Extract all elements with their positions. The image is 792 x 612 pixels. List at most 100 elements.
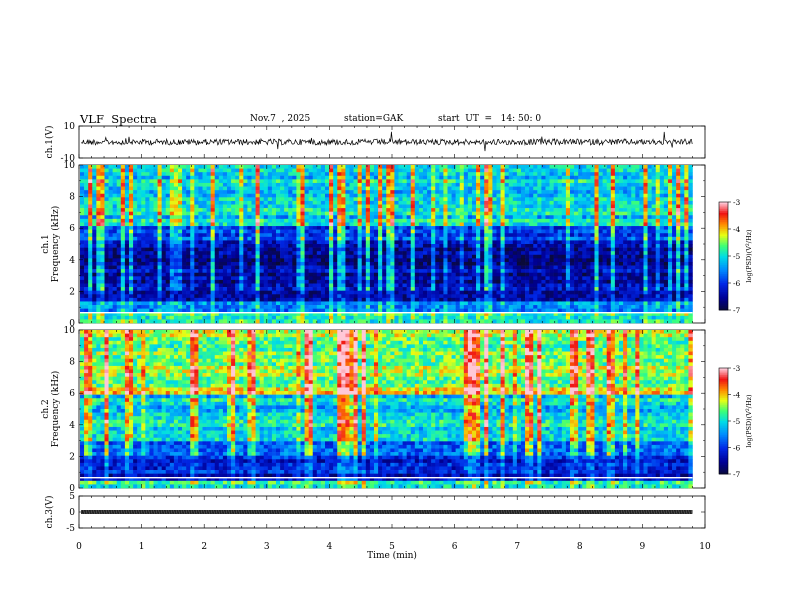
spectrogram-cell <box>410 168 416 173</box>
spectrogram-cell <box>149 301 154 306</box>
spectrogram-cell <box>165 190 171 195</box>
spectrogram-cell <box>398 244 403 248</box>
spectrogram-cell <box>504 182 510 187</box>
spectrogram-cell <box>508 240 514 245</box>
spectrogram-cell <box>271 283 277 288</box>
spectrogram-cell <box>88 175 93 180</box>
spectrogram-cell <box>169 215 175 220</box>
spectrogram-cell <box>149 265 154 270</box>
spectrogram-cell <box>451 315 456 320</box>
spectrogram-cell <box>353 165 358 169</box>
spectrogram-cell <box>333 315 338 320</box>
spectrogram-cell <box>247 251 252 256</box>
spectrogram-cell <box>329 165 334 169</box>
spectrogram-cell <box>447 294 452 299</box>
spectrogram-cell <box>378 208 383 212</box>
spectrogram-cell <box>280 222 285 227</box>
spectrogram-cell <box>227 297 232 302</box>
spectrogram-cell <box>104 269 109 274</box>
spectrogram-cell <box>447 179 452 184</box>
spectrogram-cell <box>173 261 179 266</box>
spectrogram-cell <box>271 200 277 205</box>
spectrogram-cell <box>239 211 244 216</box>
spectrogram-cell <box>410 297 416 302</box>
spectrogram-cell <box>259 236 265 241</box>
spectrogram-cell <box>231 215 236 220</box>
spectrogram-cell <box>451 197 456 202</box>
spectrogram-cell <box>104 204 109 209</box>
spectrogram-cell <box>149 190 154 195</box>
spectrogram-cell <box>267 226 273 230</box>
spectrogram-cell <box>488 182 493 187</box>
spectrogram-cell <box>214 297 220 302</box>
spectrogram-cell <box>345 204 350 209</box>
spectrogram-cell <box>218 211 224 216</box>
spectrogram-cell <box>157 175 162 180</box>
spectrogram-cell <box>418 179 424 184</box>
spectrogram-cell <box>304 251 309 256</box>
spectrogram-cell <box>247 294 252 299</box>
spectrogram-cell <box>394 186 399 191</box>
spectrogram-cell <box>198 287 203 291</box>
spectrogram-cell <box>280 186 285 191</box>
spectrogram-cell <box>373 319 379 324</box>
spectrogram-cell <box>112 272 118 277</box>
spectrogram-cell <box>214 233 220 238</box>
spectrogram-cell <box>218 319 224 324</box>
spectrogram-cell <box>267 279 273 284</box>
spectrogram-cell <box>386 279 391 284</box>
spectrogram-cell <box>471 222 477 227</box>
spectrogram-cell <box>112 315 118 320</box>
spectrogram-cell <box>255 272 260 277</box>
spectrogram-cell <box>235 301 240 306</box>
spectrogram-cell <box>137 240 142 245</box>
spectrogram-cell <box>247 244 252 248</box>
spectrogram-cell <box>288 301 293 306</box>
spectrogram-cell <box>361 168 367 173</box>
spectrogram-cell <box>382 186 387 191</box>
spectrogram-cell <box>410 186 416 191</box>
spectrogram-cell <box>214 312 220 317</box>
spectrogram-cell <box>361 265 367 270</box>
spectrogram-cell <box>84 179 89 184</box>
spectrogram-cell <box>365 168 371 173</box>
spectrogram-cell <box>124 294 130 299</box>
spectrogram-cell <box>476 308 481 313</box>
spectrogram-cell <box>157 226 162 230</box>
spectrogram-cell <box>373 236 379 241</box>
spectrogram-cell <box>133 197 138 202</box>
spectrogram-cell <box>288 226 293 230</box>
spectrogram-cell <box>435 301 440 306</box>
spectrogram-cell <box>202 197 207 202</box>
spectrogram-cell <box>386 290 391 295</box>
spectrogram-cell <box>353 215 358 220</box>
spectrogram-cell <box>516 208 522 212</box>
spectrogram-cell <box>129 297 134 302</box>
spectrogram-cell <box>467 236 473 241</box>
spectrogram-cell <box>427 204 432 209</box>
spectrogram-cell <box>398 222 403 227</box>
spectrogram-cell <box>137 287 142 291</box>
spectrogram-cell <box>145 294 150 299</box>
spectrogram-cell <box>504 287 510 291</box>
spectrogram-cell <box>369 308 375 313</box>
spectrogram-cell <box>373 279 379 284</box>
spectrogram-cell <box>529 308 534 313</box>
spectrogram-cell <box>292 218 297 223</box>
spectrogram-cell <box>488 193 493 198</box>
spectrogram-cell <box>476 254 481 259</box>
spectrogram-cell <box>92 244 97 248</box>
spectrogram-cell <box>288 269 293 274</box>
spectrogram-cell <box>284 308 289 313</box>
spectrogram-cell <box>398 165 403 169</box>
spectrogram-cell <box>145 269 150 274</box>
spectrogram-cell <box>141 244 146 248</box>
spectrogram-cell <box>235 197 240 202</box>
spectrogram-cell <box>239 272 244 277</box>
spectrogram-cell <box>308 168 314 173</box>
spectrogram-cell <box>324 165 330 169</box>
spectrogram-cell <box>422 290 428 295</box>
spectrogram-cell <box>116 261 122 266</box>
spectrogram-cell <box>275 261 281 266</box>
spectrogram-cell <box>202 258 207 263</box>
